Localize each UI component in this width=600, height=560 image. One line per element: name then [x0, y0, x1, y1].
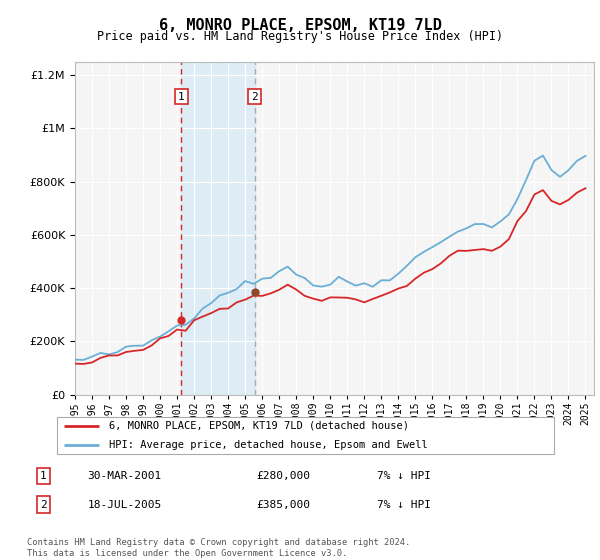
Text: Price paid vs. HM Land Registry's House Price Index (HPI): Price paid vs. HM Land Registry's House … [97, 30, 503, 43]
Text: 7% ↓ HPI: 7% ↓ HPI [377, 500, 431, 510]
Text: 2: 2 [251, 92, 258, 101]
Bar [181, 62, 254, 395]
FancyBboxPatch shape [56, 417, 554, 454]
Text: 30-MAR-2001: 30-MAR-2001 [88, 471, 162, 481]
Text: £385,000: £385,000 [256, 500, 310, 510]
Text: Contains HM Land Registry data © Crown copyright and database right 2024.: Contains HM Land Registry data © Crown c… [27, 538, 410, 547]
Text: 6, MONRO PLACE, EPSOM, KT19 7LD (detached house): 6, MONRO PLACE, EPSOM, KT19 7LD (detache… [109, 421, 409, 431]
Text: 6, MONRO PLACE, EPSOM, KT19 7LD: 6, MONRO PLACE, EPSOM, KT19 7LD [158, 18, 442, 33]
Text: 1: 1 [40, 471, 47, 481]
Text: This data is licensed under the Open Government Licence v3.0.: This data is licensed under the Open Gov… [27, 549, 347, 558]
Text: 18-JUL-2005: 18-JUL-2005 [88, 500, 162, 510]
Text: 1: 1 [178, 92, 185, 101]
Text: HPI: Average price, detached house, Epsom and Ewell: HPI: Average price, detached house, Epso… [109, 440, 428, 450]
Text: 2: 2 [40, 500, 47, 510]
Text: 7% ↓ HPI: 7% ↓ HPI [377, 471, 431, 481]
Text: £280,000: £280,000 [256, 471, 310, 481]
